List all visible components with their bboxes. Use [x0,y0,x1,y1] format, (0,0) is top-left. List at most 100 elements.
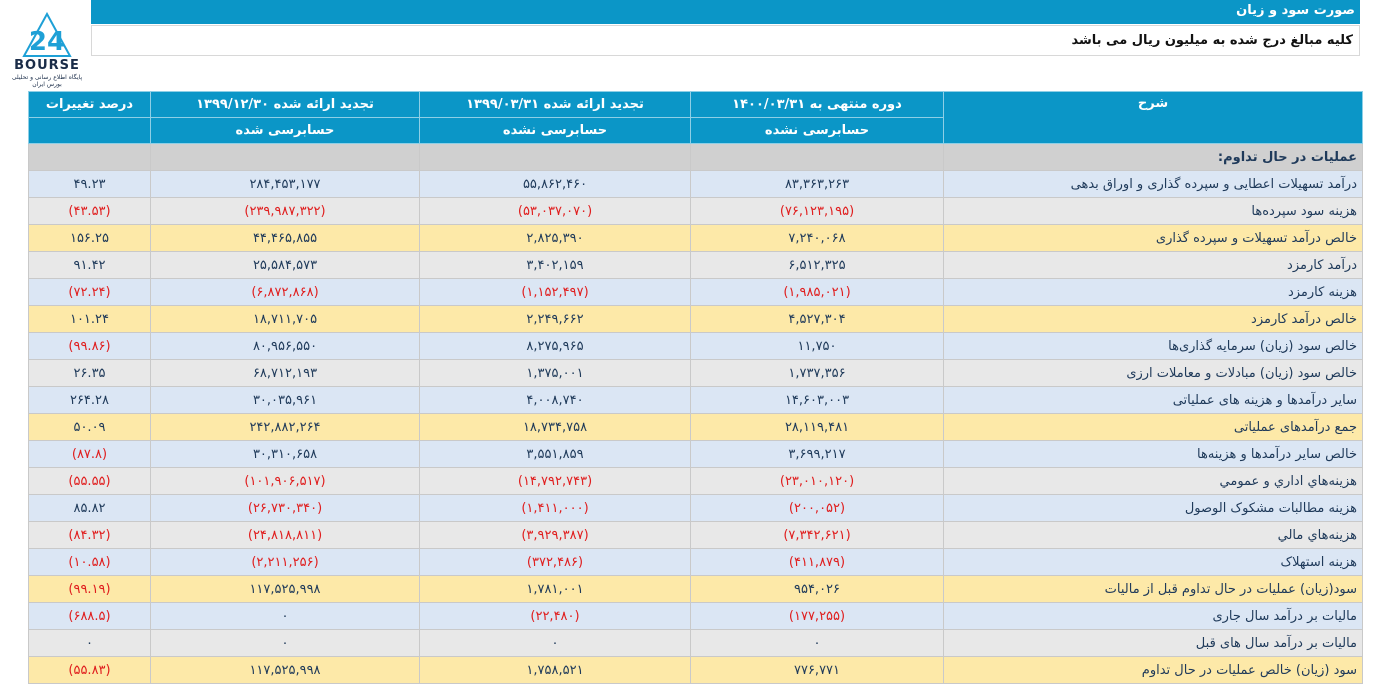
value-period-1400: (۱۷۷,۲۵۵) [690,602,944,630]
table-row: هزینه مطالبات مشکوک الوصول (۲۰۰,۰۵۲) (۱,۴۱… [28,494,1363,522]
header-audit-status-1: حسابرسی نشده [690,117,944,144]
value-period-1399-03: ۱,۳۷۵,۰۰۱ [419,359,691,387]
row-description: سود(زیان) عملیات در حال تداوم قبل از مال… [943,575,1363,603]
header-description: شرح [943,91,1363,144]
value-change-percent: ۲۶۴.۲۸ [28,386,151,414]
row-description: درآمد تسهیلات اعطایی و سپرده گذاری و اور… [943,170,1363,198]
value-change-percent: (۸۴.۳۲) [28,521,151,549]
section-cell [419,143,691,171]
value-period-1399-12: ۱۱۷,۵۲۵,۹۹۸ [150,575,420,603]
value-change-percent: ۸۵.۸۲ [28,494,151,522]
table-row: هزینه‌هاي اداري و عمومي (۲۳,۰۱۰,۱۲۰) (۱۴,۷… [28,467,1363,495]
value-period-1399-03: (۱۴,۷۹۲,۷۴۳) [419,467,691,495]
table-row: خالص سود (زیان) سرمایه گذاری‌ها ۱۱,۷۵۰ ۸,۲… [28,332,1363,360]
table-row: هزینه استهلاک (۴۱۱,۸۷۹) (۳۷۲,۴۸۶) (۲,۲۱۱,۲۵… [28,548,1363,576]
value-period-1399-12: (۲۳۹,۹۸۷,۳۲۲) [150,197,420,225]
row-description: هزینه سود سپرده‌ها [943,197,1363,225]
value-period-1399-12: ۳۰,۰۳۵,۹۶۱ [150,386,420,414]
table-row: درآمد کارمزد ۶,۵۱۲,۳۲۵ ۳,۴۰۲,۱۵۹ ۲۵,۵۸۴,۵۷۳… [28,251,1363,279]
value-change-percent: (۴۳.۵۳) [28,197,151,225]
value-period-1399-12: (۲۴,۸۱۸,۸۱۱) [150,521,420,549]
value-period-1399-12: ۲۴۲,۸۸۲,۲۶۴ [150,413,420,441]
currency-note: کلیه مبالغ درج شده به میلیون ریال می باش… [91,25,1360,56]
row-description: هزینه‌هاي اداري و عمومي [943,467,1363,495]
table-row: خالص سایر درآمدها و هزینه‌ها ۳,۶۹۹,۲۱۷ ۳,۵… [28,440,1363,468]
value-change-percent: (۹۹.۱۹) [28,575,151,603]
table-row: سود(زیان) عملیات در حال تداوم قبل از مال… [28,575,1363,603]
value-change-percent: (۵۵.۸۳) [28,656,151,684]
value-change-percent: ۵۰.۰۹ [28,413,151,441]
row-description: خالص درآمد تسهیلات و سپرده گذاری [943,224,1363,252]
value-period-1399-03: ۰ [419,629,691,657]
row-description: سود (زیان) خالص عملیات در حال تداوم [943,656,1363,684]
value-change-percent: ۹۱.۴۲ [28,251,151,279]
table-row: سایر درآمدها و هزینه های عملیاتی ۱۴,۶۰۳,۰… [28,386,1363,414]
value-period-1399-03: ۱,۷۵۸,۵۲۱ [419,656,691,684]
value-period-1399-12: (۶,۸۷۲,۸۶۸) [150,278,420,306]
table-row: خالص سود (زیان) مبادلات و معاملات ارزی ۱,… [28,359,1363,387]
value-period-1399-03: ۴,۰۰۸,۷۴۰ [419,386,691,414]
table-row: خالص درآمد کارمزد ۴,۵۲۷,۳۰۴ ۲,۲۴۹,۶۶۲ ۱۸,۷۱… [28,305,1363,333]
value-period-1399-03: (۱,۱۵۲,۴۹۷) [419,278,691,306]
value-period-1400: (۷۶,۱۲۳,۱۹۵) [690,197,944,225]
value-period-1400: (۴۱۱,۸۷۹) [690,548,944,576]
value-change-percent: (۵۵.۵۵) [28,467,151,495]
logo-subtext: پایگاه اطلاع رسانی و تحلیلی بورس ایران [11,74,83,88]
header-audit-status-empty [28,117,151,144]
value-period-1400: ۷۷۶,۷۷۱ [690,656,944,684]
row-description: خالص سود (زیان) سرمایه گذاری‌ها [943,332,1363,360]
row-description: سایر درآمدها و هزینه های عملیاتی [943,386,1363,414]
row-description: جمع درآمدهای عملیاتی [943,413,1363,441]
value-period-1399-03: ۲,۸۲۵,۳۹۰ [419,224,691,252]
row-description: خالص درآمد کارمزد [943,305,1363,333]
value-period-1399-03: ۱,۷۸۱,۰۰۱ [419,575,691,603]
value-period-1399-03: ۵۵,۸۶۲,۴۶۰ [419,170,691,198]
section-cell [28,143,151,171]
row-description: درآمد کارمزد [943,251,1363,279]
income-statement-table: شرح دوره منتهی به ۱۴۰۰/۰۳/۳۱ تجدید ارائه… [28,91,1363,684]
value-period-1400: ۱,۷۳۷,۳۵۶ [690,359,944,387]
value-period-1399-12: ۲۵,۵۸۴,۵۷۳ [150,251,420,279]
value-period-1400: ۴,۵۲۷,۳۰۴ [690,305,944,333]
value-period-1400: ۱۱,۷۵۰ [690,332,944,360]
table-row: مالیات بر درآمد سال جاری (۱۷۷,۲۵۵) (۲۲,۴۸۰… [28,602,1363,630]
value-period-1399-12: ۲۸۴,۴۵۳,۱۷۷ [150,170,420,198]
value-change-percent: ۰ [28,629,151,657]
row-description: هزینه مطالبات مشکوک الوصول [943,494,1363,522]
row-description: هزینه استهلاک [943,548,1363,576]
table-row: هزینه کارمزد (۱,۹۸۵,۰۲۱) (۱,۱۵۲,۴۹۷) (۶,۸۷۲… [28,278,1363,306]
row-description: هزینه کارمزد [943,278,1363,306]
table-row: هزینه سود سپرده‌ها (۷۶,۱۲۳,۱۹۵) (۵۳,۰۳۷,۰۷… [28,197,1363,225]
header-audit-status-3: حسابرسی شده [150,117,420,144]
row-description: مالیات بر درآمد سال جاری [943,602,1363,630]
section-row: عملیات در حال تداوم: [28,143,1363,171]
value-change-percent: (۶۸۸.۵) [28,602,151,630]
row-description: مالیات بر درآمد سال های قبل [943,629,1363,657]
value-period-1399-03: (۱,۴۱۱,۰۰۰) [419,494,691,522]
value-period-1400: ۰ [690,629,944,657]
value-change-percent: ۱۰۱.۲۴ [28,305,151,333]
value-period-1399-12: ۱۱۷,۵۲۵,۹۹۸ [150,656,420,684]
section-cell [690,143,944,171]
value-change-percent: ۲۶.۳۵ [28,359,151,387]
bourse-logo[interactable]: 24 BOURSE پایگاه اطلاع رسانی و تحلیلی بو… [4,12,90,88]
value-period-1399-03: (۵۳,۰۳۷,۰۷۰) [419,197,691,225]
value-period-1399-12: ۸۰,۹۵۶,۵۵۰ [150,332,420,360]
value-period-1399-03: (۳۷۲,۴۸۶) [419,548,691,576]
value-period-1399-03: ۸,۲۷۵,۹۶۵ [419,332,691,360]
value-period-1399-03: ۲,۲۴۹,۶۶۲ [419,305,691,333]
value-period-1400: ۹۵۴,۰۲۶ [690,575,944,603]
value-period-1400: (۲۰۰,۰۵۲) [690,494,944,522]
value-change-percent: ۴۹.۲۳ [28,170,151,198]
value-period-1399-12: (۲,۲۱۱,۲۵۶) [150,548,420,576]
table-row: خالص درآمد تسهیلات و سپرده گذاری ۷,۲۴۰,۰۶… [28,224,1363,252]
table-row: درآمد تسهیلات اعطایی و سپرده گذاری و اور… [28,170,1363,198]
logo-mark-icon: 24 [22,12,72,57]
value-change-percent: (۱۰.۵۸) [28,548,151,576]
statement-title: صورت سود و زیان [91,0,1360,24]
table-row: مالیات بر درآمد سال های قبل ۰ ۰ ۰ ۰ [28,629,1363,657]
table-row: جمع درآمدهای عملیاتی ۲۸,۱۱۹,۴۸۱ ۱۸,۷۳۴,۷۵۸… [28,413,1363,441]
svg-text:24: 24 [29,27,65,57]
value-period-1399-12: (۲۶,۷۳۰,۳۴۰) [150,494,420,522]
row-description: هزینه‌هاي مالي [943,521,1363,549]
